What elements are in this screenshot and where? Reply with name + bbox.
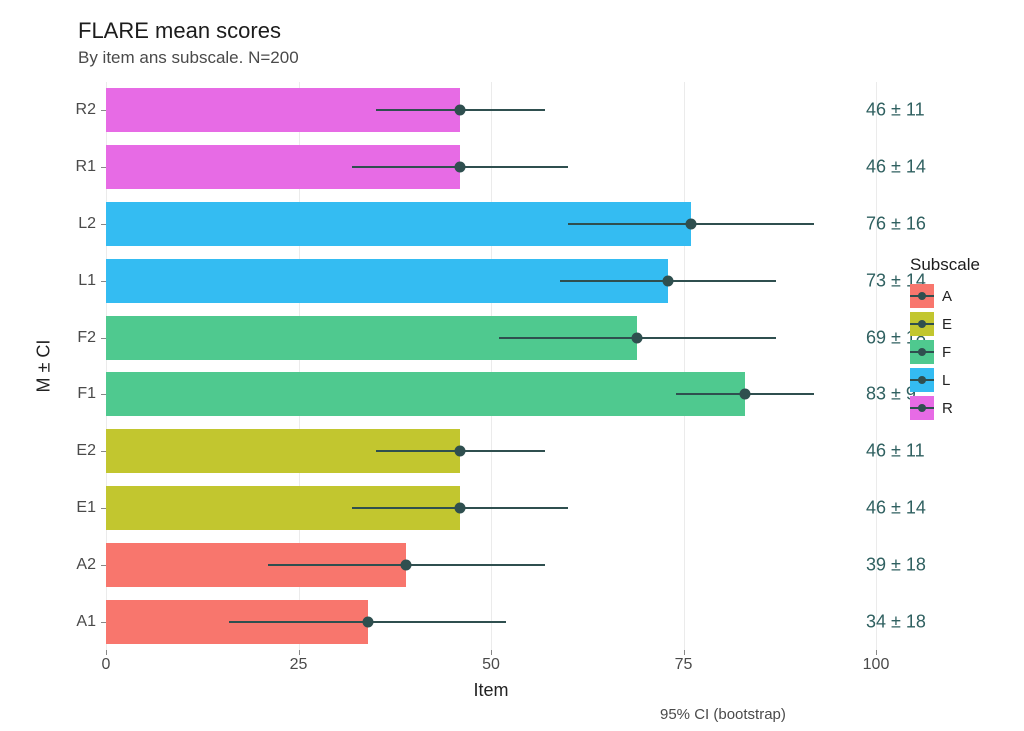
x-tick-mark: [684, 650, 685, 655]
y-tick-label-A2: A2: [76, 556, 96, 574]
legend-label-A: A: [942, 288, 952, 305]
legend: Subscale AEFLR: [910, 255, 980, 423]
y-tick-mark: [101, 110, 106, 111]
y-tick-label-L2: L2: [78, 215, 96, 233]
legend-label-E: E: [942, 316, 952, 333]
chart-caption: 95% CI (bootstrap): [660, 706, 786, 723]
x-tick-mark: [299, 650, 300, 655]
legend-label-F: F: [942, 344, 951, 361]
legend-dot-icon: [918, 376, 926, 384]
legend-item-F: F: [910, 339, 980, 365]
legend-item-L: L: [910, 367, 980, 393]
x-tick-label: 0: [102, 656, 111, 674]
y-tick-label-L1: L1: [78, 272, 96, 290]
value-label-E1: 46 ± 14: [866, 498, 926, 519]
point-R2: [455, 105, 466, 116]
y-tick-label-E2: E2: [76, 442, 96, 460]
legend-dot-icon: [918, 320, 926, 328]
y-tick-mark: [101, 451, 106, 452]
legend-key-F: [910, 340, 934, 364]
y-tick-mark: [101, 394, 106, 395]
legend-dot-icon: [918, 404, 926, 412]
y-tick-mark: [101, 167, 106, 168]
legend-key-R: [910, 396, 934, 420]
y-tick-mark: [101, 508, 106, 509]
value-label-A1: 34 ± 18: [866, 611, 926, 632]
x-tick-label: 50: [482, 656, 500, 674]
y-tick-mark: [101, 622, 106, 623]
chart-title: FLARE mean scores: [78, 18, 281, 44]
point-L2: [686, 219, 697, 230]
x-axis-title: Item: [473, 680, 508, 701]
y-tick-mark: [101, 281, 106, 282]
y-tick-mark: [101, 224, 106, 225]
legend-dot-icon: [918, 348, 926, 356]
value-label-A2: 39 ± 18: [866, 554, 926, 575]
y-tick-label-R1: R1: [76, 158, 96, 176]
y-axis-title: M ± CI: [34, 340, 55, 393]
y-tick-label-A1: A1: [76, 613, 96, 631]
legend-title: Subscale: [910, 255, 980, 275]
legend-dot-icon: [918, 292, 926, 300]
x-tick-label: 100: [863, 656, 890, 674]
legend-item-E: E: [910, 311, 980, 337]
x-tick-mark: [491, 650, 492, 655]
legend-label-R: R: [942, 400, 953, 417]
bar-F1: [106, 372, 745, 416]
value-label-F1: 83 ± 9: [866, 384, 916, 405]
value-label-R1: 46 ± 14: [866, 157, 926, 178]
chart-subtitle: By item ans subscale. N=200: [78, 48, 299, 68]
value-label-L2: 76 ± 16: [866, 214, 926, 235]
x-tick-mark: [876, 650, 877, 655]
y-tick-mark: [101, 338, 106, 339]
value-label-R2: 46 ± 11: [866, 100, 925, 121]
point-F1: [740, 389, 751, 400]
x-tick-label: 75: [675, 656, 693, 674]
legend-label-L: L: [942, 372, 950, 389]
point-A1: [362, 616, 373, 627]
legend-key-A: [910, 284, 934, 308]
point-F2: [632, 332, 643, 343]
value-label-E2: 46 ± 11: [866, 441, 925, 462]
x-tick-mark: [106, 650, 107, 655]
point-E2: [455, 446, 466, 457]
point-R1: [455, 162, 466, 173]
legend-key-E: [910, 312, 934, 336]
y-tick-label-R2: R2: [76, 101, 96, 119]
y-tick-label-F2: F2: [77, 329, 96, 347]
grid-line: [684, 82, 685, 650]
figure: FLARE mean scores By item ans subscale. …: [0, 0, 1024, 731]
y-tick-label-E1: E1: [76, 499, 96, 517]
legend-item-A: A: [910, 283, 980, 309]
y-tick-label-F1: F1: [77, 385, 96, 403]
plot-panel: 0255075100A134 ± 18A239 ± 18E146 ± 14E24…: [106, 82, 876, 650]
legend-key-L: [910, 368, 934, 392]
point-E1: [455, 503, 466, 514]
point-L1: [663, 275, 674, 286]
x-tick-label: 25: [290, 656, 308, 674]
legend-item-R: R: [910, 395, 980, 421]
point-A2: [401, 559, 412, 570]
y-tick-mark: [101, 565, 106, 566]
